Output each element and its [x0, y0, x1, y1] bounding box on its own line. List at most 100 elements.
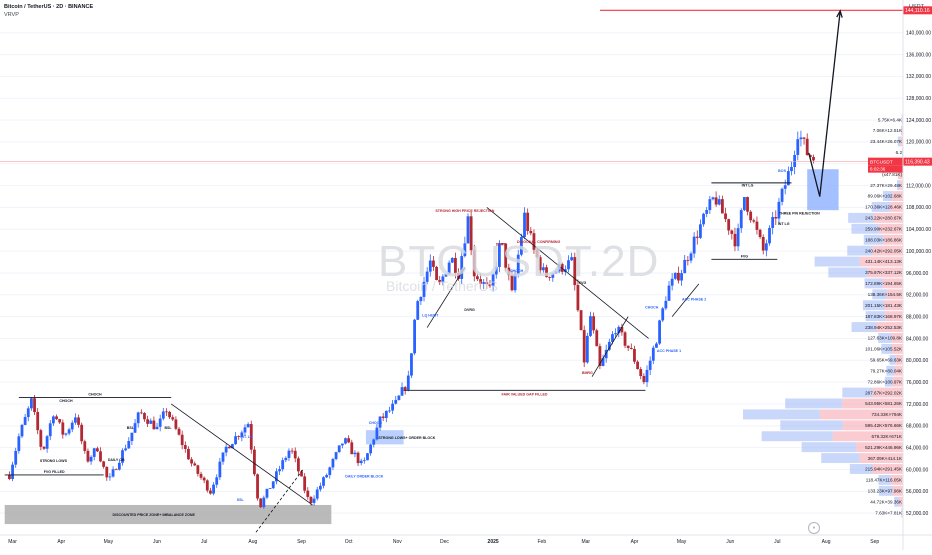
candle-down — [102, 461, 105, 466]
candle-up — [112, 469, 115, 476]
candle-down — [803, 138, 806, 139]
x-tick-label: Jul — [774, 539, 780, 545]
y-tick-label: 60,000.00 — [906, 467, 928, 473]
candle-up — [372, 439, 375, 444]
symbol-title[interactable]: Bitcoin / TetherUS · 2D · BINANCE — [4, 3, 93, 11]
candle-down — [696, 237, 699, 238]
candle-up — [690, 254, 693, 261]
candle-up — [247, 424, 250, 427]
candle-up — [586, 336, 589, 362]
candle-up — [768, 228, 771, 243]
candle-down — [642, 376, 645, 382]
volume-label: 287.67K×292.02K — [865, 390, 903, 395]
candle-up — [90, 457, 93, 462]
annotation-label: STRONG LOWS — [40, 459, 68, 463]
candle-up — [784, 185, 787, 188]
y-tick-label: 96,000.00 — [906, 271, 928, 277]
volume-label: 431.14K×413.13K — [865, 259, 903, 264]
candle-down — [105, 467, 108, 477]
candle-down — [77, 417, 80, 424]
candle-up — [416, 301, 419, 320]
volume-bar-up — [762, 431, 833, 441]
candle-up — [218, 462, 221, 478]
candle-up — [671, 279, 674, 286]
annotation-label: INT LG — [742, 184, 754, 188]
y-tick-label: 72,000.00 — [906, 402, 928, 408]
candle-up — [341, 444, 344, 446]
candle-up — [394, 400, 397, 404]
candle-up — [388, 411, 391, 412]
candle-up — [156, 427, 159, 429]
volume-bar-up — [828, 268, 867, 278]
candle-down — [633, 349, 636, 362]
tradingview-logo-icon[interactable]: ● — [808, 522, 820, 534]
candle-up — [771, 217, 774, 228]
y-tick-label: 136,000.00 — [906, 52, 931, 58]
y-tick-label: 80,000.00 — [906, 358, 928, 364]
candle-up — [159, 419, 162, 427]
candle-down — [39, 430, 42, 447]
y-tick-label: 120,000.00 — [906, 140, 931, 146]
x-tick-label: May — [104, 539, 114, 545]
annotation-label: CHOCH — [369, 421, 383, 425]
volume-label: 595.42K×576.66K — [865, 423, 903, 428]
annotation-label: BSL — [164, 426, 172, 430]
candle-down — [58, 419, 61, 422]
candle-up — [93, 448, 96, 457]
candle-down — [291, 451, 294, 452]
candle-down — [759, 230, 762, 237]
x-tick-label: May — [677, 539, 687, 545]
candle-up — [369, 445, 372, 454]
candle-down — [297, 458, 300, 471]
candle-up — [269, 488, 272, 489]
volume-label: 6.2 — [896, 150, 903, 155]
candle-up — [24, 417, 27, 425]
candle-down — [382, 417, 385, 418]
candle-up — [661, 308, 664, 320]
annotation-label: SSL — [237, 498, 245, 502]
indicator-label[interactable]: VRVP — [4, 11, 93, 19]
y-tick-label: 56,000.00 — [906, 489, 928, 495]
candle-down — [627, 346, 630, 348]
candle-up — [778, 202, 781, 219]
volume-label: 72.86K×100.97K — [868, 379, 903, 384]
volume-label: 375.87K×337.12K — [865, 270, 903, 275]
x-axis-background — [0, 535, 932, 550]
candle-down — [812, 157, 815, 160]
candle-up — [288, 451, 291, 458]
candle-down — [303, 476, 306, 490]
chart-header: Bitcoin / TetherUS · 2D · BINANCE VRVP — [4, 3, 93, 19]
volume-label: 89.06K×102.68K — [868, 194, 903, 199]
candle-up — [46, 436, 49, 449]
candle-up — [234, 436, 237, 444]
candle-down — [630, 348, 633, 349]
candle-up — [693, 237, 696, 254]
candle-down — [746, 197, 749, 212]
candle-up — [322, 477, 325, 486]
candle-up — [266, 489, 269, 498]
volume-label: 5.75K×6.4K — [878, 117, 903, 122]
volume-label: 23.44K×26.07K — [870, 139, 903, 144]
annotation-label: INT. LG — [240, 435, 253, 439]
candle-up — [354, 453, 357, 454]
y-tick-label: 132,000.00 — [906, 74, 931, 80]
level-label: FAIR VALUED GAP FILLED — [502, 392, 548, 396]
candle-down — [184, 445, 187, 449]
candle-down — [595, 330, 598, 346]
candle-up — [649, 361, 652, 370]
y-tick-label: 68,000.00 — [906, 424, 928, 430]
volume-label: 243.22K×280.67K — [865, 216, 903, 221]
candle-up — [652, 348, 655, 361]
annotation-label: DAILY OB — [108, 458, 125, 462]
annotation-label: CHOCH — [645, 305, 659, 309]
x-tick-label: Mar — [581, 539, 590, 545]
volume-label: 27.37K×29.48K — [870, 183, 903, 188]
volume-bar-up — [821, 453, 859, 463]
candle-up — [800, 138, 803, 140]
candle-up — [397, 396, 400, 400]
candle-down — [639, 369, 642, 376]
candle-up — [124, 448, 127, 450]
annotation-label: BMRG — [582, 371, 593, 375]
candle-down — [583, 330, 586, 362]
candle-down — [203, 478, 206, 481]
